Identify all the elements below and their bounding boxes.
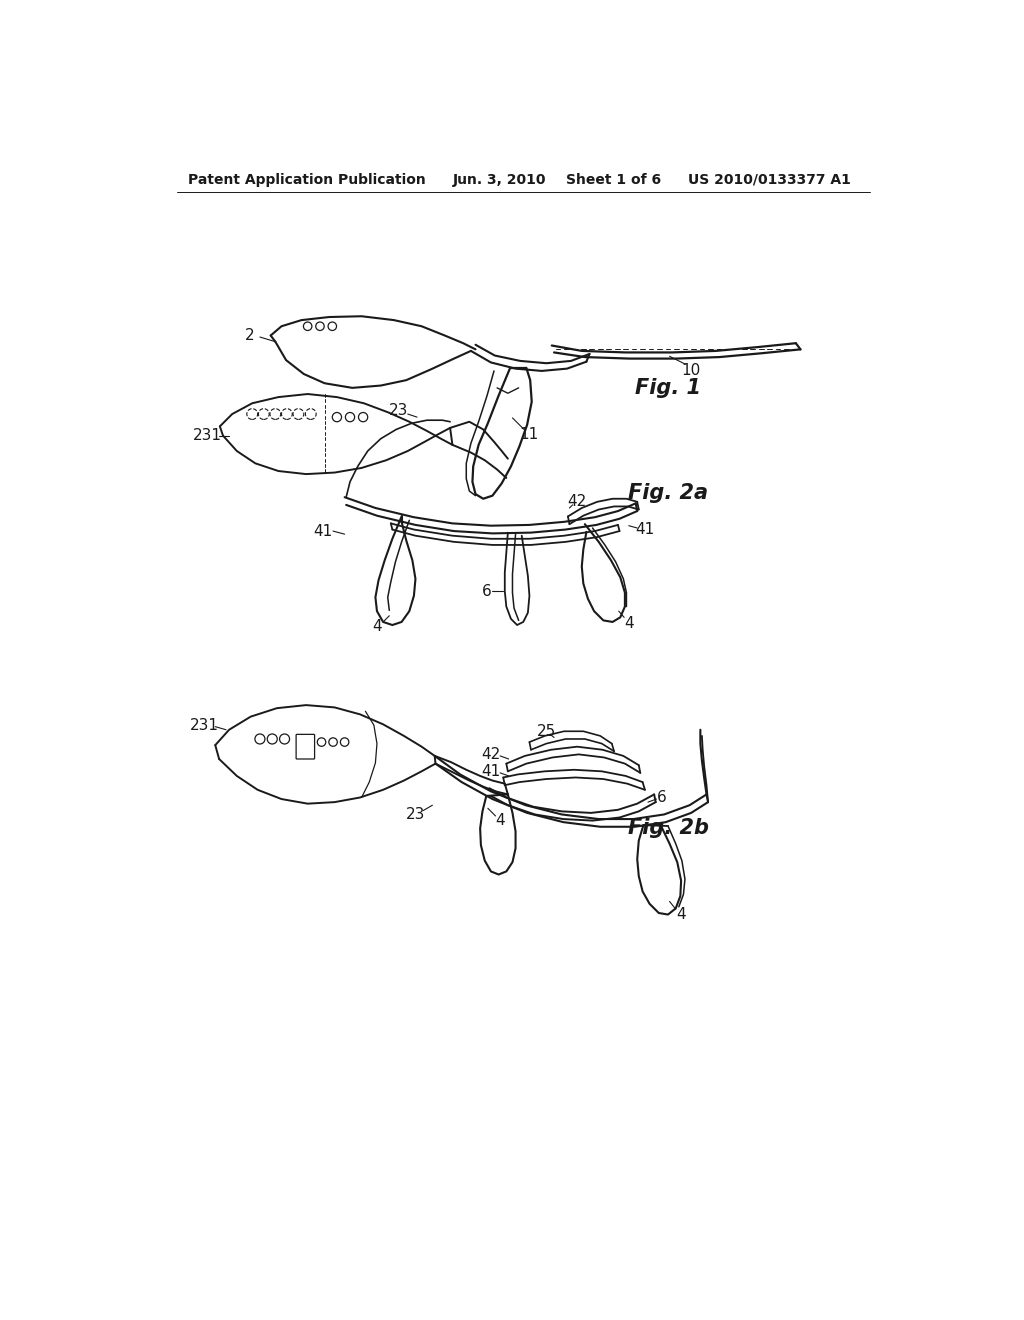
Text: 4: 4 <box>625 616 634 631</box>
Text: 42: 42 <box>567 494 587 510</box>
Text: 10: 10 <box>682 363 700 378</box>
Text: US 2010/0133377 A1: US 2010/0133377 A1 <box>688 173 851 187</box>
Text: 231: 231 <box>190 718 219 733</box>
Text: Sheet 1 of 6: Sheet 1 of 6 <box>565 173 660 187</box>
Text: 25: 25 <box>537 723 556 739</box>
Text: 42: 42 <box>481 747 501 762</box>
Text: 4: 4 <box>372 619 382 634</box>
Text: Fig. 2a: Fig. 2a <box>628 483 708 503</box>
Text: Fig. 1: Fig. 1 <box>635 378 701 397</box>
Text: Patent Application Publication: Patent Application Publication <box>188 173 426 187</box>
Text: 6: 6 <box>481 583 492 599</box>
Text: 23: 23 <box>406 807 425 822</box>
Text: Fig. 2b: Fig. 2b <box>628 818 709 838</box>
Text: 6: 6 <box>657 789 667 805</box>
Text: 41: 41 <box>313 524 333 539</box>
Text: 11: 11 <box>520 426 539 442</box>
Text: 41: 41 <box>635 521 654 537</box>
Text: 41: 41 <box>481 764 501 779</box>
Text: 4: 4 <box>496 813 505 828</box>
Text: 4: 4 <box>676 907 686 923</box>
Text: 2: 2 <box>245 327 255 343</box>
Text: 231: 231 <box>194 428 222 444</box>
Text: 23: 23 <box>389 404 409 418</box>
Text: Jun. 3, 2010: Jun. 3, 2010 <box>453 173 546 187</box>
